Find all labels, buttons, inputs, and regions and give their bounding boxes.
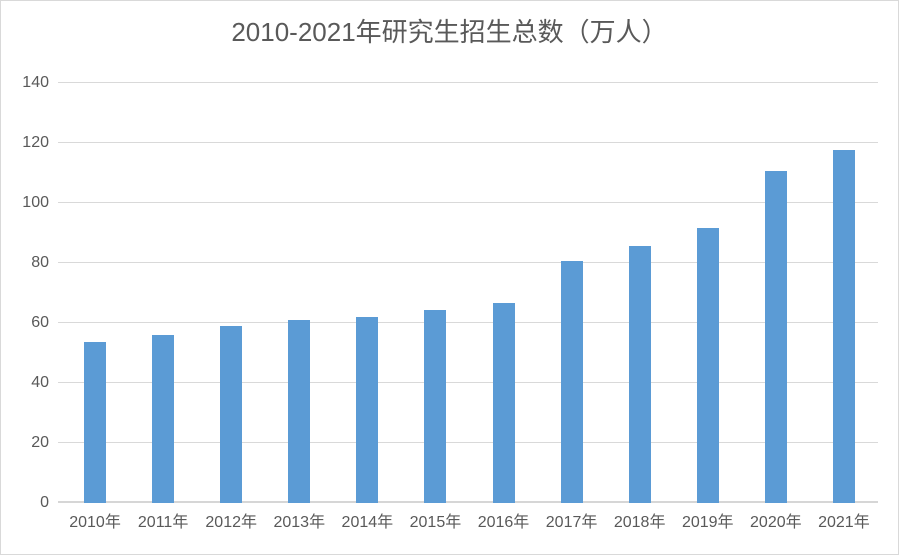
gridline <box>58 322 878 323</box>
bar-cell <box>674 83 742 503</box>
x-tick-label: 2011年 <box>137 514 189 531</box>
bars-container <box>61 83 878 503</box>
gridline <box>58 202 878 203</box>
bar-2018年 <box>628 245 651 503</box>
x-tick-label: 2018年 <box>613 514 666 531</box>
bar-cell <box>197 83 265 503</box>
x-tick-label: 2010年 <box>69 514 121 531</box>
bar-cell <box>469 83 537 503</box>
y-tick-label: 120 <box>22 134 49 151</box>
x-tick-label: 2019年 <box>681 514 734 531</box>
x-tick-label: 2013年 <box>273 514 326 531</box>
x-axis-line <box>58 501 878 503</box>
gridline <box>58 382 878 383</box>
chart-title: 2010-2021年研究生招生总数（万人） <box>231 17 668 47</box>
x-tick-label: 2015年 <box>409 514 462 531</box>
y-tick-label: 140 <box>22 74 49 91</box>
bar-cell <box>810 83 878 503</box>
gridline <box>58 262 878 263</box>
x-tick-label: 2016年 <box>477 514 530 531</box>
gridline <box>58 442 878 443</box>
x-tick-label: 2012年 <box>205 514 257 531</box>
y-tick-label: 60 <box>31 314 49 331</box>
bar-2021年 <box>832 149 855 503</box>
bar-cell <box>538 83 606 503</box>
bar-cell <box>129 83 197 503</box>
bar-2020年 <box>764 170 787 503</box>
y-axis-labels: 0 20 40 60 80 100 120 140 <box>1 1 49 554</box>
x-tick-label: 2017年 <box>545 514 598 531</box>
y-tick-label: 20 <box>31 434 49 451</box>
y-tick-label: 40 <box>31 374 49 391</box>
bar-2013年 <box>288 319 311 503</box>
y-tick-label: 100 <box>22 194 49 211</box>
x-tick-label: 2020年 <box>750 514 802 531</box>
plot-area <box>58 82 878 503</box>
bar-cell <box>61 83 129 503</box>
gridline <box>58 142 878 143</box>
bar-cell <box>333 83 401 503</box>
bar-cell <box>401 83 469 503</box>
y-tick-label: 80 <box>31 254 49 271</box>
bar-cell <box>265 83 333 503</box>
bar-2010年 <box>84 341 107 503</box>
bar-2015年 <box>424 309 447 503</box>
bar-cell <box>606 83 674 503</box>
bar-cell <box>742 83 810 503</box>
bar-2014年 <box>356 316 379 503</box>
bar-2019年 <box>696 227 719 503</box>
x-axis-labels: 2010年 2011年 2012年 2013年 2014年 2015年 2016年 2017年… <box>61 511 878 535</box>
x-tick-label: 2021年 <box>818 514 870 531</box>
bar-2012年 <box>220 326 243 503</box>
bar-2017年 <box>560 261 583 503</box>
x-tick-label: 2014年 <box>341 514 394 531</box>
bar-2011年 <box>152 335 175 503</box>
bar-2016年 <box>492 302 515 503</box>
y-tick-label: 0 <box>40 494 49 511</box>
gridline <box>58 82 878 83</box>
